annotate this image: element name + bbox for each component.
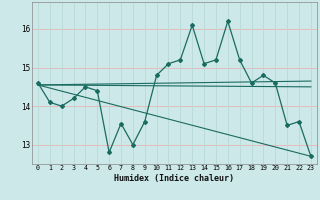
X-axis label: Humidex (Indice chaleur): Humidex (Indice chaleur) bbox=[115, 174, 234, 183]
